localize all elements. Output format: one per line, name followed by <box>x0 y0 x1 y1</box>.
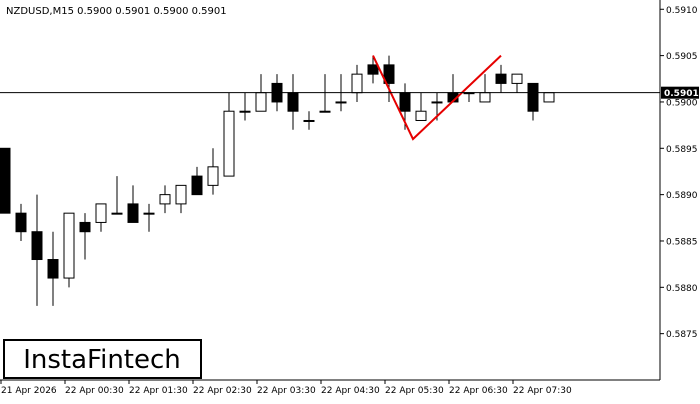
candle-body-bullish <box>223 110 235 177</box>
candle <box>63 212 75 288</box>
candle <box>239 92 251 121</box>
candle <box>367 55 379 84</box>
y-tick-label: 0.5900 <box>666 98 698 108</box>
x-tick-label: 22 Apr 06:30 <box>449 386 508 396</box>
candle <box>47 231 59 306</box>
candle-body-bullish <box>175 184 187 205</box>
candle <box>175 184 187 214</box>
candle-body-bullish <box>143 212 155 215</box>
candle-body-bullish <box>431 101 443 104</box>
brand-logo: InstaFintech <box>3 339 202 379</box>
candle-body-bullish <box>319 110 331 113</box>
y-tick-label: 0.5880 <box>666 284 698 294</box>
candle-body-bearish <box>127 203 139 223</box>
candle <box>143 203 155 232</box>
candle-body-bearish <box>383 64 395 84</box>
candle-body-bullish <box>335 101 347 104</box>
x-tick-label: 22 Apr 07:30 <box>513 386 572 396</box>
x-tick-label: 22 Apr 03:30 <box>257 386 316 396</box>
candle-body-bullish <box>415 110 427 121</box>
candle-body-bearish <box>495 73 507 84</box>
current-price-marker: 0.5901 <box>0 86 699 99</box>
candle <box>127 185 139 223</box>
candle-body-bullish <box>207 166 219 186</box>
candle <box>79 213 91 260</box>
candle-body-bearish <box>31 231 43 261</box>
y-tick-label: 0.5875 <box>666 330 698 340</box>
candle <box>0 147 11 214</box>
y-ticks: 0.5910 0.5905 0.5900 0.5895 0.5890 0.5885 0.58… <box>660 6 698 340</box>
candle <box>223 92 235 177</box>
x-tick-label: 22 Apr 02:30 <box>193 386 252 396</box>
pattern-layer <box>372 54 502 141</box>
candle-body-bullish <box>255 92 267 112</box>
candle-body-bearish <box>79 221 91 233</box>
candle-body-bearish <box>0 147 11 214</box>
x-tick-label: 21 Apr 2026 <box>1 386 57 396</box>
candle <box>527 82 539 121</box>
candle <box>415 92 427 121</box>
candle-body-bearish <box>191 175 203 196</box>
chart-title: NZDUSD,M15 0.5900 0.5901 0.5900 0.5901 <box>6 6 227 17</box>
logo-text: InstaFintech <box>23 345 181 375</box>
candle-body-bullish <box>351 73 363 94</box>
candle <box>15 203 27 241</box>
x-tick-label: 22 Apr 05:30 <box>385 386 444 396</box>
candle <box>95 203 107 232</box>
candle <box>383 55 395 102</box>
candle <box>191 166 203 196</box>
candle <box>207 148 219 195</box>
candle-body-bearish <box>399 92 411 112</box>
candle <box>495 64 507 93</box>
candle <box>111 176 123 215</box>
y-tick-label: 0.5910 <box>666 6 698 16</box>
candle-body-bullish <box>479 92 491 103</box>
candle <box>31 194 43 306</box>
x-tick-label: 22 Apr 04:30 <box>321 386 380 396</box>
candle-body-bearish <box>527 82 539 112</box>
candle-body-bearish <box>15 212 27 233</box>
candle <box>159 185 171 214</box>
y-tick-label: 0.5885 <box>666 237 698 247</box>
x-ticks: 21 Apr 2026 22 Apr 00:30 22 Apr 01:30 22 Ap… <box>0 380 572 396</box>
x-tick-label: 22 Apr 00:30 <box>65 386 124 396</box>
candle-body-bearish <box>287 92 299 112</box>
candle <box>303 111 315 130</box>
current-price-box <box>661 86 699 99</box>
logo-frame <box>3 339 202 379</box>
double-top-pattern-line <box>372 54 502 141</box>
x-tick-label: 22 Apr 01:30 <box>129 386 188 396</box>
candle-body-bullish <box>239 110 251 113</box>
y-tick-label: 0.5905 <box>666 52 698 62</box>
candle-body-bearish <box>367 64 379 75</box>
candle-body-bullish <box>511 73 523 84</box>
candle-body-bullish <box>303 119 315 122</box>
y-tick-label: 0.5895 <box>666 145 698 155</box>
candle <box>543 92 555 103</box>
candle-body-bullish <box>159 194 171 205</box>
axis-layer <box>0 0 661 381</box>
current-price-label: 0.5901 <box>664 89 699 99</box>
candle-body-bullish <box>543 92 555 103</box>
candle-body-bullish <box>111 212 123 215</box>
candle <box>511 73 523 93</box>
candle-body-bullish <box>63 212 75 279</box>
candle-body-bearish <box>47 259 59 279</box>
candles-layer <box>0 55 555 306</box>
candle-body-bullish <box>95 203 107 223</box>
y-tick-label: 0.5890 <box>666 191 698 201</box>
